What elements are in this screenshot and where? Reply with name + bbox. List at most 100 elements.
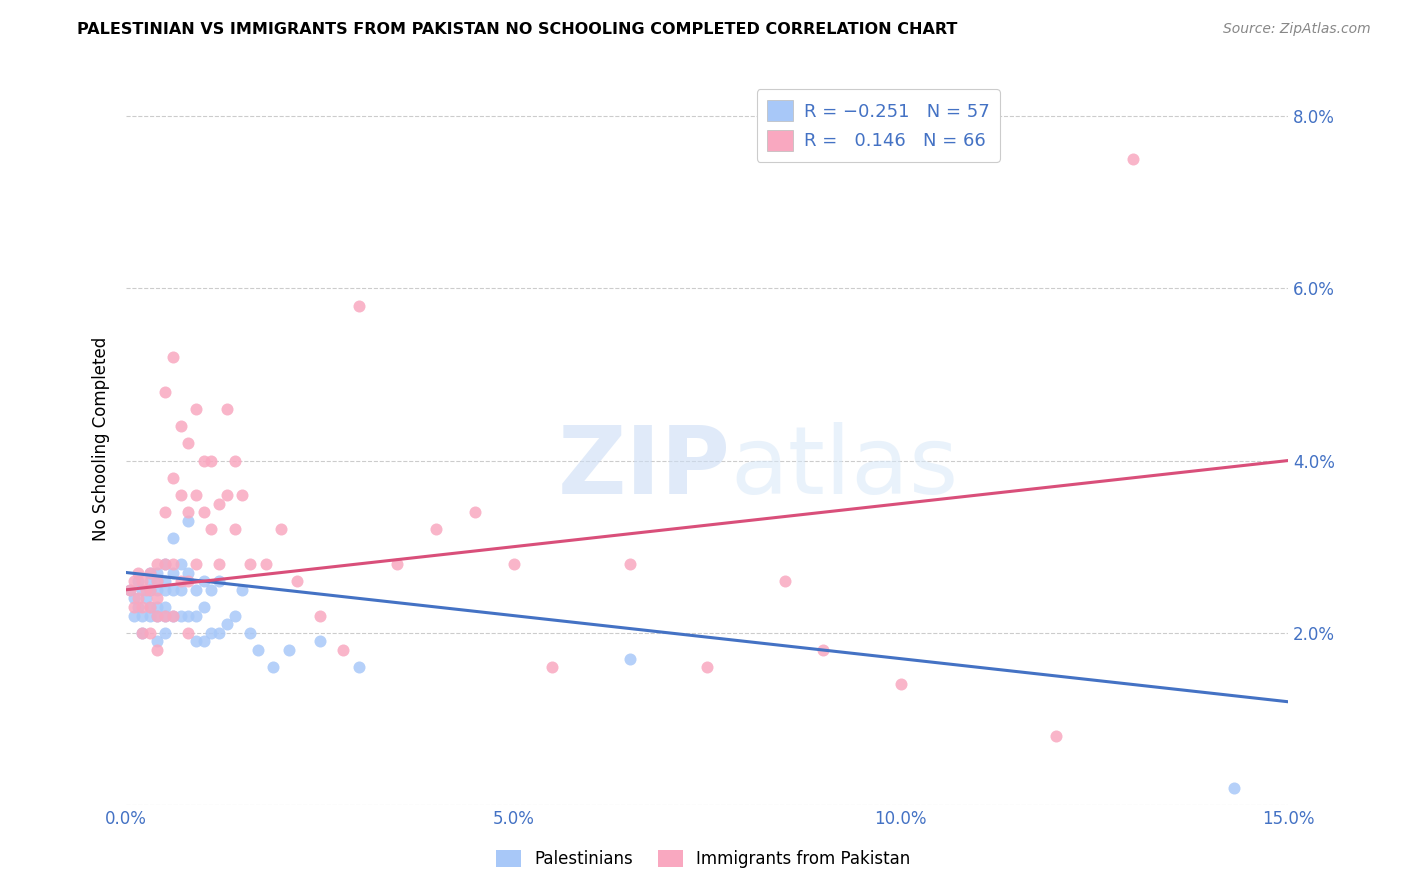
Point — [146, 599, 169, 614]
Point — [162, 471, 184, 485]
Point — [169, 488, 191, 502]
Point — [177, 625, 200, 640]
Point — [127, 574, 149, 589]
Point — [193, 453, 215, 467]
Point — [138, 566, 160, 580]
Point — [162, 608, 184, 623]
Point — [619, 557, 641, 571]
Point — [262, 660, 284, 674]
Point — [153, 557, 176, 571]
Point — [169, 557, 191, 571]
Point — [309, 608, 332, 623]
Point — [177, 436, 200, 450]
Point — [208, 574, 231, 589]
Point — [277, 643, 299, 657]
Point — [153, 574, 176, 589]
Legend: Palestinians, Immigrants from Pakistan: Palestinians, Immigrants from Pakistan — [489, 843, 917, 875]
Point — [131, 599, 153, 614]
Point — [169, 419, 191, 434]
Point — [215, 617, 238, 632]
Legend: R = −0.251   N = 57, R =   0.146   N = 66: R = −0.251 N = 57, R = 0.146 N = 66 — [756, 89, 1000, 161]
Point — [138, 608, 160, 623]
Point — [239, 625, 262, 640]
Point — [332, 643, 354, 657]
Point — [177, 608, 200, 623]
Y-axis label: No Schooling Completed: No Schooling Completed — [93, 337, 110, 541]
Point — [146, 582, 169, 597]
Point — [162, 557, 184, 571]
Point — [120, 582, 142, 597]
Point — [224, 523, 246, 537]
Point — [162, 350, 184, 364]
Point — [177, 566, 200, 580]
Point — [153, 599, 176, 614]
Point — [773, 574, 796, 589]
Point — [231, 488, 253, 502]
Point — [146, 608, 169, 623]
Point — [153, 608, 176, 623]
Point — [464, 505, 486, 519]
Point — [1045, 729, 1067, 743]
Point — [177, 574, 200, 589]
Point — [184, 634, 207, 648]
Point — [696, 660, 718, 674]
Point — [131, 582, 153, 597]
Point — [131, 625, 153, 640]
Point — [138, 625, 160, 640]
Point — [387, 557, 409, 571]
Point — [146, 608, 169, 623]
Text: Source: ZipAtlas.com: Source: ZipAtlas.com — [1223, 22, 1371, 37]
Point — [1122, 152, 1144, 166]
Point — [162, 608, 184, 623]
Point — [153, 625, 176, 640]
Point — [184, 557, 207, 571]
Point — [890, 677, 912, 691]
Point — [127, 591, 149, 606]
Point — [184, 582, 207, 597]
Point — [541, 660, 564, 674]
Point — [138, 566, 160, 580]
Point — [502, 557, 524, 571]
Point — [162, 566, 184, 580]
Point — [146, 643, 169, 657]
Point — [138, 599, 160, 614]
Point — [153, 582, 176, 597]
Point — [1222, 780, 1244, 795]
Point — [169, 582, 191, 597]
Point — [224, 453, 246, 467]
Point — [208, 497, 231, 511]
Point — [193, 505, 215, 519]
Point — [162, 582, 184, 597]
Point — [184, 401, 207, 416]
Point — [162, 531, 184, 545]
Point — [146, 574, 169, 589]
Text: ZIP: ZIP — [557, 422, 730, 515]
Point — [200, 453, 222, 467]
Point — [224, 608, 246, 623]
Point — [208, 625, 231, 640]
Point — [309, 634, 332, 648]
Point — [813, 643, 835, 657]
Point — [146, 591, 169, 606]
Point — [193, 634, 215, 648]
Point — [146, 566, 169, 580]
Point — [169, 608, 191, 623]
Point — [120, 582, 142, 597]
Point — [122, 608, 145, 623]
Point — [347, 299, 370, 313]
Point — [135, 582, 157, 597]
Point — [215, 488, 238, 502]
Point — [138, 582, 160, 597]
Point — [131, 608, 153, 623]
Point — [138, 574, 160, 589]
Point — [254, 557, 277, 571]
Point — [208, 557, 231, 571]
Point — [200, 582, 222, 597]
Point — [184, 608, 207, 623]
Point — [619, 651, 641, 665]
Point — [239, 557, 262, 571]
Point — [184, 488, 207, 502]
Point — [231, 582, 253, 597]
Point — [153, 557, 176, 571]
Point — [138, 599, 160, 614]
